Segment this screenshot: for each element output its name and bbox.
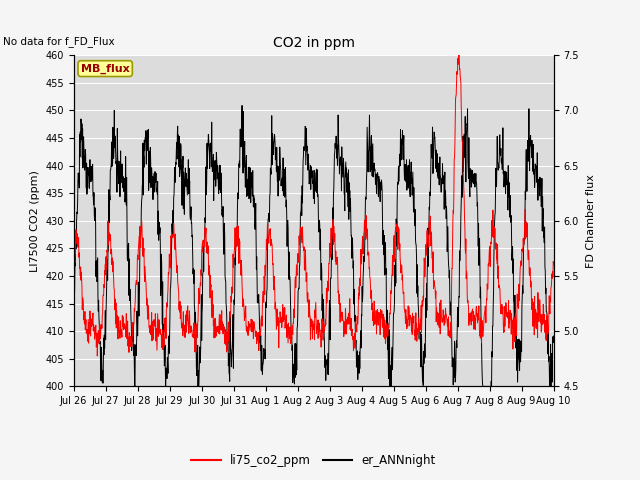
Text: No data for f_FD_Flux: No data for f_FD_Flux	[3, 36, 115, 47]
Y-axis label: LI7500 CO2 (ppm): LI7500 CO2 (ppm)	[29, 170, 40, 272]
Title: CO2 in ppm: CO2 in ppm	[273, 36, 355, 50]
Text: MB_flux: MB_flux	[81, 63, 129, 74]
Legend: li75_co2_ppm, er_ANNnight: li75_co2_ppm, er_ANNnight	[186, 449, 441, 472]
Y-axis label: FD Chamber flux: FD Chamber flux	[586, 174, 596, 268]
